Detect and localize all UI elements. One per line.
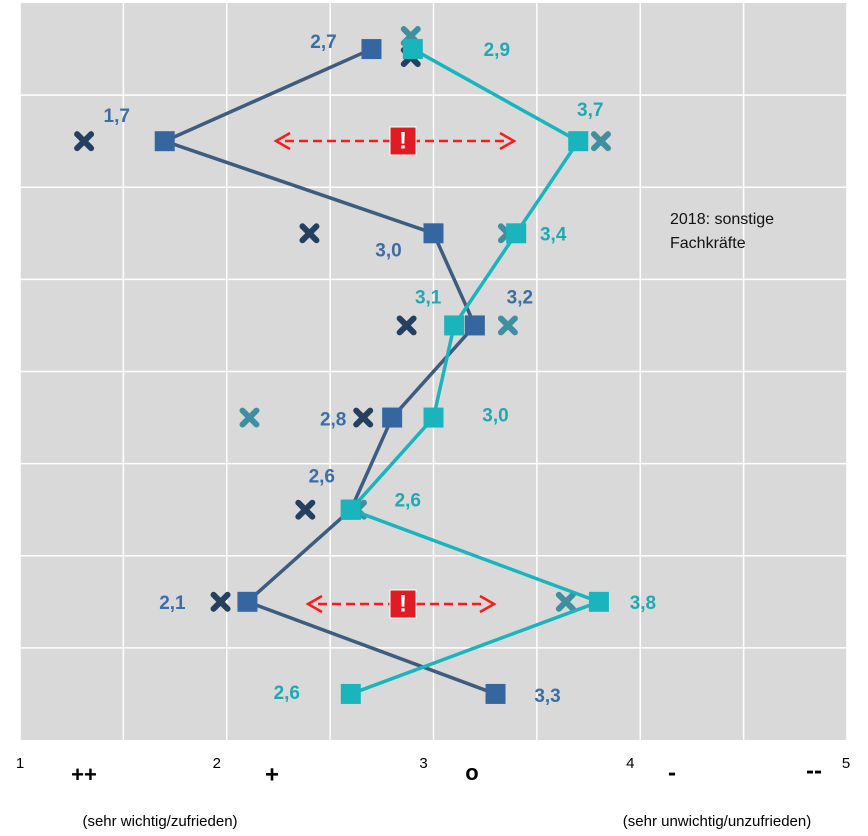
point <box>568 131 589 152</box>
marker-2018 <box>353 407 374 428</box>
scale-note: (sehr unwichtig/unzufrieden) <box>623 813 811 830</box>
x-tick-label: 3 <box>419 755 427 772</box>
point <box>402 39 423 60</box>
svg-text:!: ! <box>399 590 407 617</box>
scale-symbol: o <box>465 760 478 785</box>
data-label: 2,7 <box>310 32 336 53</box>
data-label: 2,1 <box>159 593 186 614</box>
scale-note: (sehr wichtig/zufrieden) <box>82 813 237 830</box>
scale-symbol: -- <box>806 757 822 784</box>
marks: 2,7 1,7 3,0 3,2 2,8 2,6 2,1 3,3 2,9 3,7 3,4 3,1 3,0 2… <box>74 26 656 707</box>
point <box>444 315 465 336</box>
point <box>154 131 175 152</box>
data-label: 3,1 <box>415 287 442 308</box>
data-label: 3,2 <box>507 287 533 308</box>
data-label: 3,8 <box>630 593 656 614</box>
series-line <box>347 47 604 696</box>
point <box>485 683 506 704</box>
point <box>588 591 609 612</box>
point <box>340 499 361 520</box>
data-label: 2,6 <box>274 683 300 704</box>
point <box>423 223 444 244</box>
data-label: 2,6 <box>395 491 421 512</box>
point <box>237 591 258 612</box>
x-tick-label: 5 <box>842 755 850 772</box>
marker-2018 <box>590 131 611 152</box>
point <box>340 683 361 704</box>
point <box>382 407 403 428</box>
warning-arrow: ! <box>273 126 517 156</box>
point <box>423 407 444 428</box>
data-label: 2,8 <box>320 410 346 431</box>
scale-symbol: ++ <box>71 762 97 787</box>
marker-2018 <box>555 591 576 612</box>
data-label: 3,3 <box>534 686 560 707</box>
series-line <box>159 47 497 696</box>
marker-2018 <box>239 407 260 428</box>
data-label: 3,0 <box>375 240 401 261</box>
grid <box>19 3 848 740</box>
annotation: 2018: sonstige Fachkräfte <box>670 211 774 252</box>
data-label: 3,4 <box>540 224 567 245</box>
x-tick-label: 1 <box>16 755 24 772</box>
marker-2018 <box>299 223 320 244</box>
marker-2018 <box>396 315 417 336</box>
warning-arrow: ! <box>305 589 497 619</box>
data-label: 1,7 <box>104 106 130 127</box>
scale-symbol: + <box>265 761 279 788</box>
data-label: 2,6 <box>309 467 335 488</box>
x-tick-label: 4 <box>626 755 634 772</box>
marker-2018 <box>74 131 95 152</box>
scale-symbol: - <box>668 759 676 786</box>
marker-2018 <box>210 591 231 612</box>
point <box>506 223 527 244</box>
marker-2018 <box>497 315 518 336</box>
data-label: 2,9 <box>484 40 510 61</box>
x-tick-label: 2 <box>213 755 221 772</box>
data-label: 3,0 <box>482 406 508 427</box>
marker-2018 <box>295 499 316 520</box>
data-label: 3,7 <box>577 100 603 121</box>
point <box>361 39 382 60</box>
svg-text:!: ! <box>399 127 407 154</box>
point <box>464 315 485 336</box>
